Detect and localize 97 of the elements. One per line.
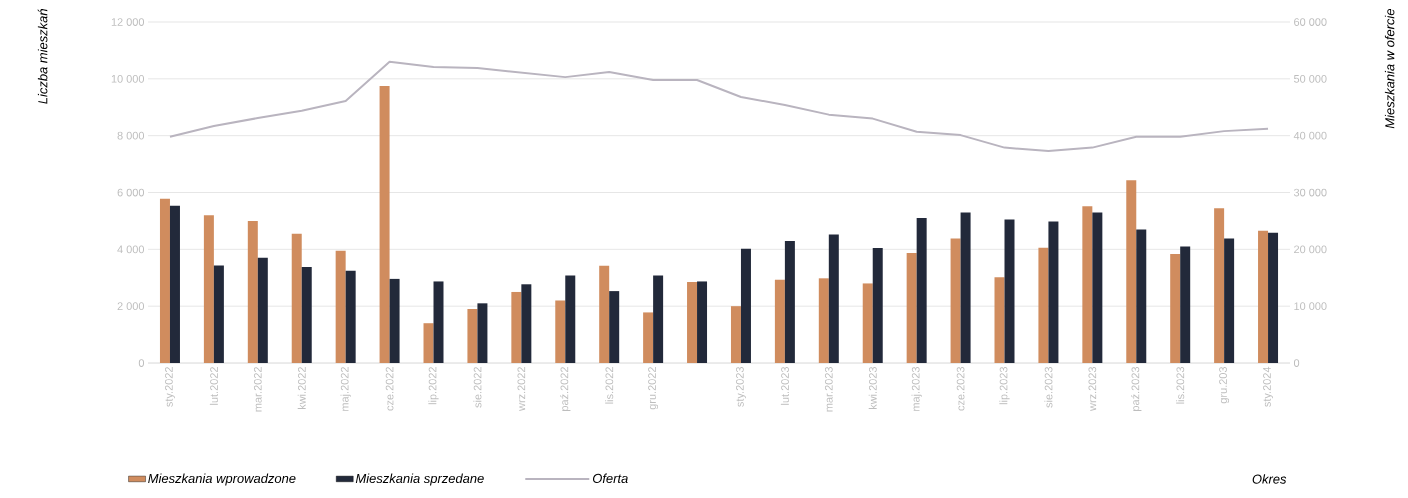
bar [906, 253, 917, 363]
x-tick-label: sty.2024 [1263, 366, 1273, 407]
bar [291, 233, 302, 363]
bar [379, 85, 390, 363]
bar [565, 275, 576, 363]
y-tick-label: 0 [138, 359, 145, 367]
x-tick-label: lut.2023 [780, 367, 789, 405]
bar [467, 309, 478, 363]
bar [697, 281, 708, 363]
legend-label: Oferta [592, 473, 628, 484]
bar [477, 303, 488, 363]
x-tick-label: cze.2023 [956, 367, 965, 411]
x-tick-label: lip.2023 [999, 367, 1010, 405]
x-tick-label: paź.2023 [1131, 367, 1142, 411]
bar [740, 248, 751, 363]
bar [213, 265, 224, 363]
x-tick-label: wrz.2022 [517, 367, 526, 411]
x-tick-label: lip.2022 [428, 367, 439, 405]
x-tick-label: sie.2022 [473, 367, 482, 408]
bar [1136, 229, 1147, 363]
bar [159, 198, 170, 363]
legend-label: Mieszkania sprzedane [355, 473, 484, 486]
bar [169, 205, 180, 363]
x-tick-label: lis.2022 [605, 367, 614, 404]
bar [872, 247, 883, 363]
y2-tick-label: 30 000 [1293, 188, 1327, 197]
x-tick-label: sty.2022 [165, 367, 175, 407]
x-axis-title: Okres [1252, 474, 1287, 484]
x-tick-label: wrz.2023 [1088, 367, 1097, 411]
bar [247, 220, 258, 363]
bar [555, 300, 566, 363]
bar [1224, 238, 1235, 363]
x-tick-label: gru.2022 [648, 367, 659, 410]
bar [828, 234, 839, 363]
bar [1038, 247, 1049, 363]
x-tick-label: maj.2022 [340, 367, 351, 411]
y-tick-label: 4 000 [117, 245, 145, 254]
bar [389, 278, 400, 363]
y2-axis-title: Mieszkania w ofercie [1384, 8, 1395, 129]
x-tick-label: mar.2022 [253, 367, 262, 412]
x-tick-label: maj.2023 [911, 367, 922, 411]
bar [643, 312, 654, 363]
bar [862, 283, 873, 363]
bar [301, 266, 312, 363]
bar [1258, 230, 1269, 363]
y-axis-title: Liczba mieszkań [37, 9, 48, 104]
bar [1092, 212, 1103, 363]
bar [1048, 221, 1059, 363]
y2-tick-label: 40 000 [1293, 131, 1327, 140]
x-tick-label: sty.2023 [736, 367, 746, 407]
bar [521, 284, 532, 363]
bar [653, 275, 664, 363]
bar [1214, 208, 1225, 363]
bar [994, 277, 1005, 363]
x-tick-label: paź.2022 [560, 367, 571, 411]
y-tick-label: 8 000 [117, 131, 145, 140]
bar [784, 241, 795, 363]
y2-tick-label: 0 [1293, 359, 1300, 367]
y-tick-label: 10 000 [111, 74, 145, 83]
bar [730, 306, 741, 363]
y2-tick-label: 50 000 [1293, 74, 1327, 83]
y-tick-label: 2 000 [117, 302, 145, 311]
x-tick-label: cze.2022 [385, 367, 394, 411]
y2-tick-label: 60 000 [1294, 18, 1327, 26]
bar [599, 265, 610, 363]
bar [335, 250, 346, 363]
x-tick-label: mar.2023 [824, 367, 833, 412]
bar [960, 212, 971, 363]
bar [950, 238, 961, 363]
x-tick-label: gru.203 [1219, 367, 1230, 404]
bar [687, 282, 698, 363]
bar [423, 323, 434, 363]
bar [774, 279, 785, 363]
legend-label: Mieszkania wprowadzone [148, 473, 296, 486]
bar [609, 291, 620, 363]
bar [433, 281, 444, 363]
bar [203, 215, 214, 363]
bar [1082, 206, 1093, 363]
bar [818, 278, 829, 363]
bar [916, 218, 927, 363]
bar [1170, 253, 1181, 363]
bar [1126, 180, 1137, 363]
bar [257, 257, 268, 363]
x-tick-label: kwi.2022 [297, 367, 306, 410]
bar [1004, 219, 1015, 363]
x-tick-label: kwi.2023 [868, 367, 877, 410]
y2-tick-label: 10 000 [1294, 302, 1327, 311]
x-tick-label: sie.2023 [1044, 367, 1053, 408]
x-tick-label: lut.2022 [209, 367, 218, 405]
y-tick-label: 6 000 [117, 188, 145, 197]
bar [1268, 232, 1279, 363]
bar [511, 291, 522, 363]
bar [1180, 246, 1191, 363]
y-tick-label: 12 000 [111, 18, 145, 26]
y2-tick-label: 20 000 [1294, 245, 1327, 254]
bar [345, 270, 356, 363]
x-tick-label: lis.2023 [1176, 367, 1185, 404]
